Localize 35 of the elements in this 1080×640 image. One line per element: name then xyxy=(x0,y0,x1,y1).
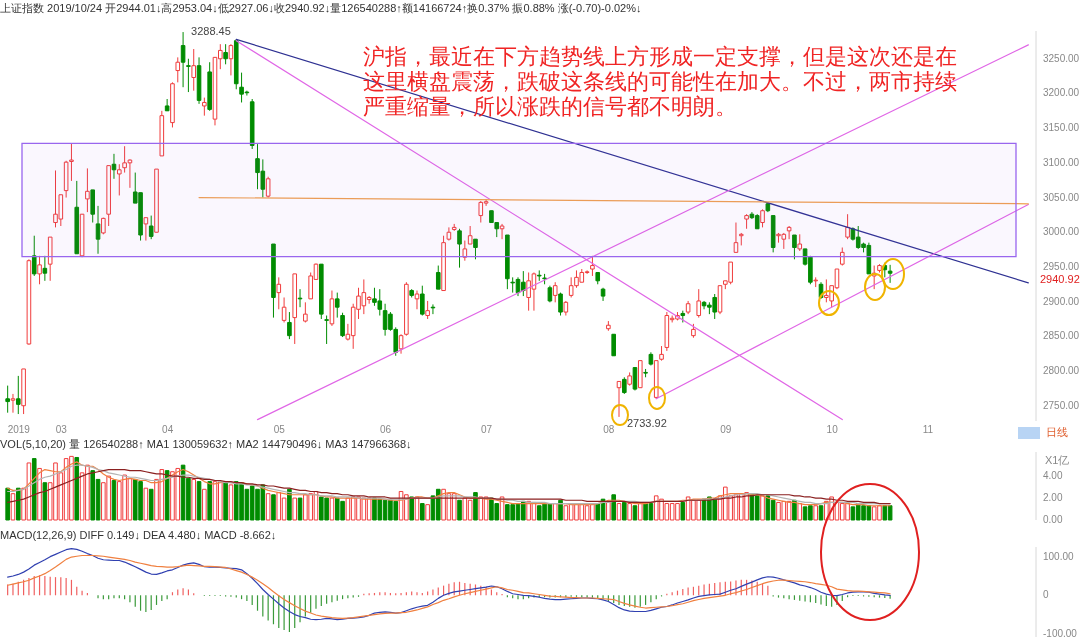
y-tick-label: 3000.00 xyxy=(1043,226,1080,238)
y-tick-label: 0 xyxy=(1043,589,1049,601)
chart-title: MACD(12,26,9) DIFF 0.149↓ DEA 4.480↓ MACD -8.662↓ xyxy=(0,528,277,541)
x-tick-label: 07 xyxy=(481,423,493,435)
x-tick-label: 10 xyxy=(826,423,839,435)
text: 日线 xyxy=(1046,425,1068,440)
y-tick-label: -100.00 xyxy=(1043,627,1078,639)
annotation: 2733.92 xyxy=(627,416,667,429)
chart-title: VOL(5,10,20) 量 126540288↑ MA1 130059632↑ MA2 144790496↓ MA3 147966368↓ xyxy=(0,437,412,450)
x-tick-label: 05 xyxy=(273,423,286,435)
chart-title: 上证指数 2019/10/24 开2944.01↓高2953.04↓低2927.06↓收2940.92↓量126540288↑额14166724↑换0.37% 振0.88% 涨(-0.70)-0.02%↓ xyxy=(0,2,642,15)
y-tick-label: 3050.00 xyxy=(1043,191,1080,203)
y-tick-label: 2900.00 xyxy=(1043,295,1080,307)
x-tick-label: 08 xyxy=(603,423,615,435)
y-tick-label: 2750.00 xyxy=(1043,399,1080,411)
y-tick-label: 2850.00 xyxy=(1043,330,1080,342)
annotation: 3288.45 xyxy=(191,25,231,38)
y-tick-label: 2950.00 xyxy=(1043,260,1080,272)
x-tick-label: 03 xyxy=(55,423,68,435)
y-tick-label: 2.00 xyxy=(1043,492,1063,504)
y-axis-title: X1亿 xyxy=(1045,454,1070,466)
x-tick-label: 06 xyxy=(380,423,392,435)
y-tick-label: 3250.00 xyxy=(1043,52,1080,64)
y-tick-label: 2800.00 xyxy=(1043,365,1080,377)
x-tick-label: 04 xyxy=(162,423,174,435)
y-tick-label: 3100.00 xyxy=(1043,156,1080,168)
y-tick-label: 100.00 xyxy=(1043,550,1075,562)
text: 2940.92 xyxy=(1040,273,1080,286)
x-tick-label: 2019 xyxy=(7,423,31,435)
y-tick-label: 3200.00 xyxy=(1043,87,1080,99)
x-tick-label: 09 xyxy=(720,423,732,435)
y-tick-label: 0.00 xyxy=(1043,514,1063,525)
y-tick-label: 3150.00 xyxy=(1043,122,1080,134)
x-tick-label: 11 xyxy=(922,423,934,435)
y-tick-label: 4.00 xyxy=(1043,470,1063,482)
